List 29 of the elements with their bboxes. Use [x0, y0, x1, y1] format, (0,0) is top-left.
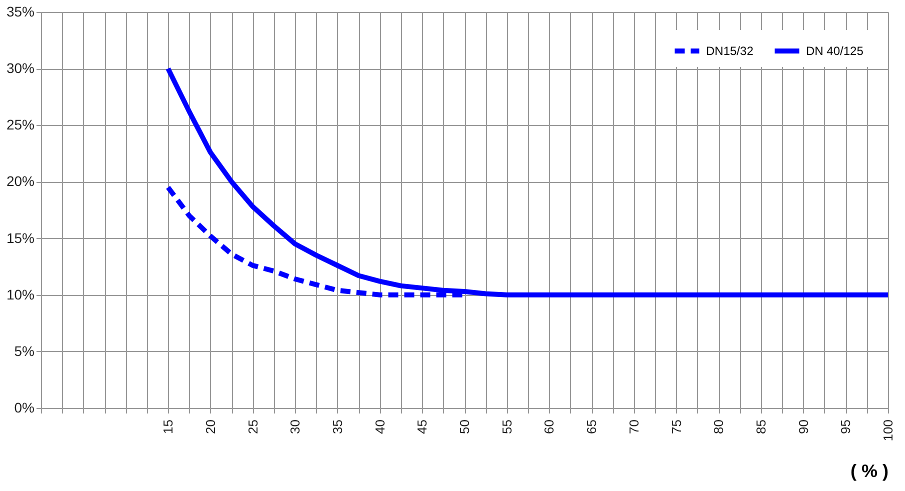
x-tick-label: 65 — [584, 420, 600, 434]
x-tick-label: 15 — [160, 420, 176, 434]
x-tick-label: 85 — [753, 420, 768, 434]
x-tick-label: 25 — [245, 420, 260, 434]
x-tick-label: 20 — [202, 420, 218, 434]
x-tick-label: 90 — [796, 420, 811, 434]
x-tick-label: 55 — [499, 420, 514, 434]
y-tick-label: 15% — [6, 230, 34, 246]
y-tick-label: 0% — [14, 400, 34, 416]
y-tick-label: 35% — [6, 4, 34, 20]
legend-label: DN15/32 — [706, 44, 754, 58]
x-tick-label: 50 — [457, 420, 472, 434]
y-tick-label: 5% — [14, 342, 34, 359]
x-tick-label: 35 — [330, 420, 345, 434]
x-tick-label: 60 — [542, 420, 557, 434]
y-tick-label: 25% — [6, 116, 34, 133]
x-tick-label: 40 — [372, 420, 388, 434]
x-tick-label: 70 — [626, 420, 642, 434]
x-tick-label: 80 — [711, 420, 726, 434]
x-tick-label: 100 — [880, 420, 896, 442]
y-tick-label: 20% — [6, 173, 34, 190]
y-tick-label: 10% — [6, 286, 34, 302]
y-tick-label: 30% — [6, 60, 34, 76]
x-tick-label: 30 — [288, 420, 303, 434]
x-tick-label: 45 — [414, 420, 430, 434]
legend-label: DN 40/125 — [806, 44, 864, 58]
x-tick-label: 75 — [668, 420, 684, 434]
x-axis-title: ( % ) — [850, 461, 888, 482]
x-tick-label: 95 — [838, 420, 854, 434]
